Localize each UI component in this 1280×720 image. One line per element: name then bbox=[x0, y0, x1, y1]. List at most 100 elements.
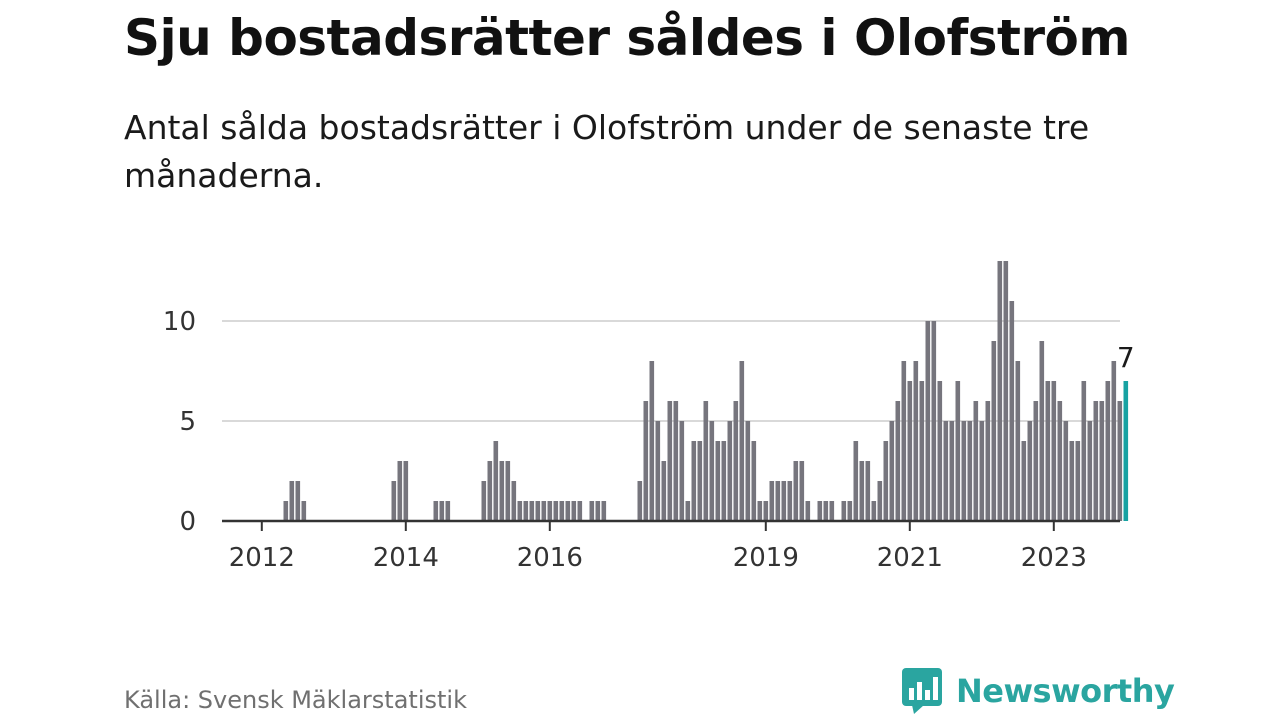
bar bbox=[487, 461, 493, 521]
bar bbox=[1027, 421, 1033, 521]
bar bbox=[571, 501, 577, 521]
x-tick-label: 2014 bbox=[373, 543, 439, 573]
bar bbox=[955, 381, 961, 521]
bar bbox=[943, 421, 949, 521]
bar bbox=[397, 461, 403, 521]
bar bbox=[1117, 401, 1123, 521]
x-tick-label: 2019 bbox=[733, 543, 799, 573]
x-tick-label: 2012 bbox=[229, 543, 295, 573]
bar bbox=[901, 361, 907, 521]
bar bbox=[553, 501, 559, 521]
bar bbox=[439, 501, 445, 521]
bar bbox=[655, 421, 661, 521]
bar bbox=[919, 381, 925, 521]
x-tick-label: 2021 bbox=[877, 543, 943, 573]
bar bbox=[289, 481, 295, 521]
bars bbox=[283, 261, 1129, 521]
bar bbox=[1105, 381, 1111, 521]
bar bbox=[937, 381, 943, 521]
bar bbox=[577, 501, 583, 521]
bar bbox=[817, 501, 823, 521]
y-tick-label: 0 bbox=[179, 507, 196, 537]
bar bbox=[1069, 441, 1075, 521]
bar bbox=[511, 481, 517, 521]
bar bbox=[739, 361, 745, 521]
bar-chart-speech-bubble-icon bbox=[902, 668, 942, 714]
bar bbox=[721, 441, 727, 521]
bar bbox=[1093, 401, 1099, 521]
bar bbox=[847, 501, 853, 521]
bar bbox=[697, 441, 703, 521]
bar bbox=[283, 501, 289, 521]
bar bbox=[913, 361, 919, 521]
bar bbox=[643, 401, 649, 521]
bar bbox=[877, 481, 883, 521]
bar bbox=[745, 421, 751, 521]
bar bbox=[523, 501, 529, 521]
bar bbox=[1045, 381, 1051, 521]
bar bbox=[517, 501, 523, 521]
bar bbox=[769, 481, 775, 521]
bar bbox=[673, 401, 679, 521]
bar bbox=[565, 501, 571, 521]
bar bbox=[1003, 261, 1009, 521]
bar bbox=[529, 501, 535, 521]
bar bbox=[715, 441, 721, 521]
bar bbox=[649, 361, 655, 521]
bar bbox=[1057, 401, 1063, 521]
bar bbox=[679, 421, 685, 521]
bar bbox=[997, 261, 1003, 521]
bar bbox=[535, 501, 541, 521]
bar bbox=[931, 321, 937, 521]
bar bbox=[1111, 361, 1117, 521]
bar bbox=[961, 421, 967, 521]
bar-latest bbox=[1123, 381, 1129, 521]
bar bbox=[1081, 381, 1087, 521]
bar bbox=[823, 501, 829, 521]
bar bbox=[433, 501, 439, 521]
bar bbox=[781, 481, 787, 521]
axes: 0 5 10 2012 2014 2016 2019 2021 2023 7 bbox=[163, 307, 1135, 573]
bar bbox=[1039, 341, 1045, 521]
bar bbox=[763, 501, 769, 521]
brand-name: Newsworthy bbox=[956, 672, 1175, 710]
bar bbox=[559, 501, 565, 521]
bar bbox=[1087, 421, 1093, 521]
bar bbox=[1075, 441, 1081, 521]
bar bbox=[547, 501, 553, 521]
bar bbox=[637, 481, 643, 521]
bar bbox=[703, 401, 709, 521]
bar bbox=[871, 501, 877, 521]
source-note: Källa: Svensk Mäklarstatistik bbox=[124, 686, 467, 714]
bar bbox=[883, 441, 889, 521]
bar bbox=[727, 421, 733, 521]
bar bbox=[895, 401, 901, 521]
bar bbox=[481, 481, 487, 521]
bar bbox=[865, 461, 871, 521]
bar bbox=[985, 401, 991, 521]
bar bbox=[757, 501, 763, 521]
bar bbox=[709, 421, 715, 521]
bar bbox=[733, 401, 739, 521]
bar bbox=[595, 501, 601, 521]
x-tick-label: 2016 bbox=[517, 543, 583, 573]
bar bbox=[1063, 421, 1069, 521]
bar bbox=[799, 461, 805, 521]
bar bbox=[505, 461, 511, 521]
newsworthy-logo[interactable]: Newsworthy bbox=[902, 668, 1175, 714]
bar bbox=[829, 501, 835, 521]
bar bbox=[787, 481, 793, 521]
bar bbox=[949, 421, 955, 521]
chart-title: Sju bostadsrätter såldes i Olofström bbox=[124, 9, 1131, 67]
x-tick-label: 2023 bbox=[1021, 543, 1087, 573]
bar bbox=[1009, 301, 1015, 521]
bar bbox=[751, 441, 757, 521]
bar bbox=[805, 501, 811, 521]
bar bbox=[1015, 361, 1021, 521]
bar bbox=[403, 461, 409, 521]
bar bbox=[889, 421, 895, 521]
bar bbox=[979, 421, 985, 521]
bar bbox=[301, 501, 307, 521]
bar bbox=[973, 401, 979, 521]
